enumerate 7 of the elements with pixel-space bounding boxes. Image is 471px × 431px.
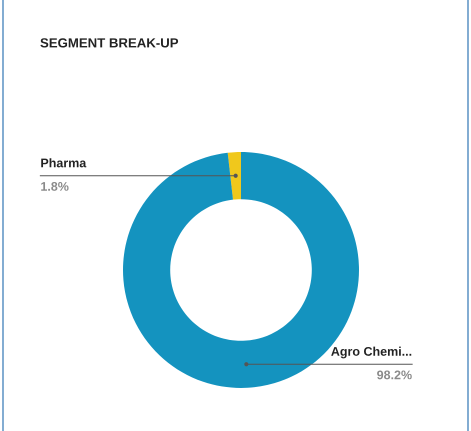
slice-label: Pharma	[41, 158, 86, 168]
slice-label: Agro Chemi...	[331, 346, 412, 358]
donut-slice	[123, 152, 359, 388]
data-label: 98.2%	[377, 370, 412, 380]
chart-title: SEGMENT BREAK-UP	[40, 38, 178, 48]
donut-slice	[228, 152, 241, 200]
data-label: 1.8%	[41, 182, 69, 191]
